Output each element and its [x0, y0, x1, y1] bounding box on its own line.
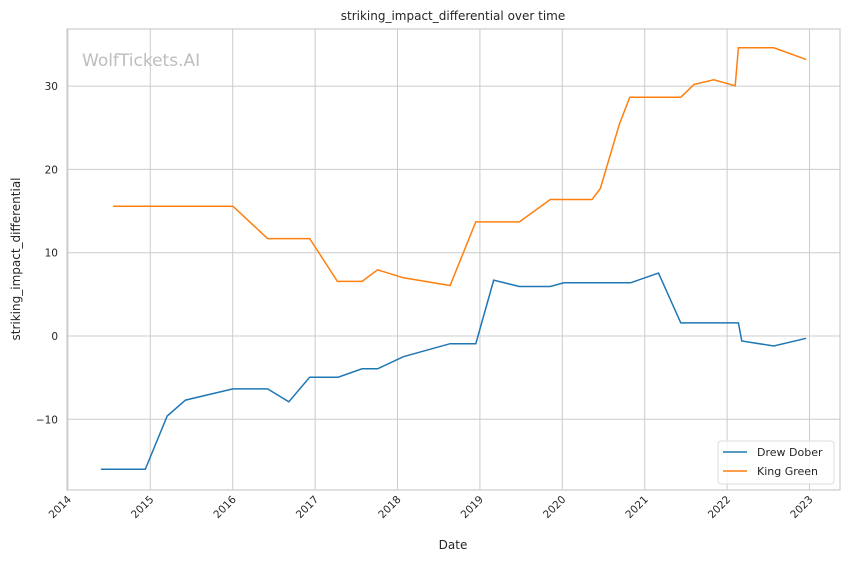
y-tick-label: 0	[51, 331, 58, 343]
plot-area	[66, 28, 841, 491]
chart-title: striking_impact_differential over time	[341, 9, 566, 23]
x-tick-label: 2015	[129, 494, 156, 521]
x-tick-label: 2020	[541, 494, 568, 521]
legend-label-drew-dober: Drew Dober	[757, 446, 823, 459]
legend: Drew Dober King Green	[717, 440, 835, 485]
x-tick-label: 2014	[47, 493, 75, 521]
legend-label-king-green: King Green	[757, 465, 818, 478]
x-tick-label: 2019	[459, 494, 486, 521]
x-tick-label: 2023	[788, 494, 815, 521]
watermark: WolfTickets.AI	[82, 51, 200, 71]
y-tick-label: 10	[45, 248, 58, 260]
y-tick-label: 20	[45, 164, 58, 176]
x-axis-label: Date	[439, 538, 468, 552]
y-tick-label: 30	[45, 81, 58, 93]
x-tick-label: 2022	[706, 494, 733, 521]
y-tick-label: −10	[36, 414, 58, 426]
x-tick-label: 2018	[376, 494, 403, 521]
x-tick-label: 2016	[211, 493, 239, 521]
y-axis-label: striking_impact_differential	[9, 177, 23, 340]
x-tick-label: 2017	[294, 494, 321, 521]
x-tick-label: 2021	[623, 494, 650, 521]
